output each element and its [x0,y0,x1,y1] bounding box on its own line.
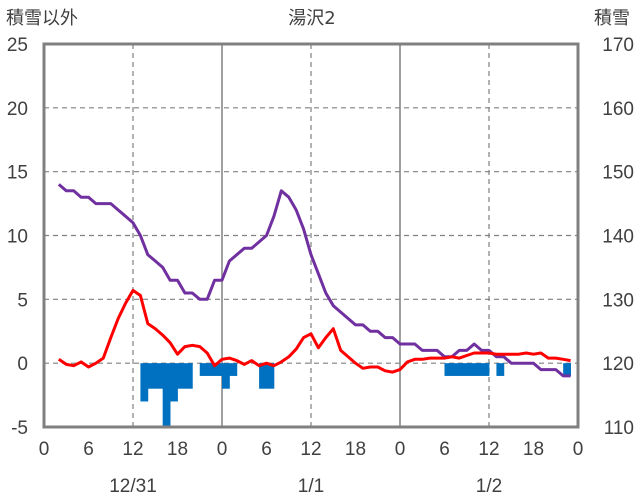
plot-frame [42,42,580,429]
right-axis-title: 積雪 [594,8,630,29]
date-labels: 12/31 1/1 1/2 [109,476,502,497]
x-tick-label: 6 [261,439,272,460]
precipitation-bar [481,363,490,376]
left-y-tick-label: 10 [7,227,28,248]
precipitation-bar [466,363,475,376]
x-tick-labels: 0 6 12 18 0 6 12 18 0 6 12 18 0 [39,439,584,460]
right-y-ticks: 170 160 150 140 130 120 110 [602,35,634,439]
right-y-tick-label: 170 [602,35,634,56]
precipitation-bar [451,363,460,376]
x-tick-label: 18 [167,439,188,460]
date-label: 1/2 [476,476,502,497]
precipitation-bar [199,363,208,376]
x-tick-label: 0 [573,439,584,460]
precipitation-bar [563,363,571,376]
left-y-tick-label: 0 [17,354,28,375]
precipitation-bars [140,363,571,427]
precipitation-bar [207,363,215,376]
right-y-tick-label: 120 [602,354,634,375]
left-y-tick-label: 20 [7,99,28,120]
temperature-line [57,288,571,374]
left-y-ticks: 25 20 15 10 5 0 -5 [7,35,28,439]
right-y-tick-label: 160 [602,99,634,120]
snow_depth-line [57,183,571,378]
left-y-tick-label: -5 [11,418,28,439]
date-label: 12/31 [109,476,157,497]
precipitation-bar [229,363,238,376]
left-y-tick-label: 25 [7,35,28,56]
series-lines [57,183,571,378]
x-tick-label: 6 [439,439,450,460]
precipitation-bar [184,363,193,389]
x-tick-label: 6 [83,439,94,460]
precipitation-bar [147,363,156,389]
right-y-tick-label: 140 [602,227,634,248]
left-axis-title: 積雪以外 [6,8,78,29]
x-tick-label: 12 [478,439,499,460]
right-y-tick-label: 150 [602,163,634,184]
x-tick-label: 12 [300,439,321,460]
date-label: 1/1 [298,476,324,497]
x-tick-label: 0 [217,439,228,460]
precipitation-bar [259,363,267,389]
x-tick-label: 0 [39,439,50,460]
x-tick-label: 12 [122,439,143,460]
precipitation-bar [474,363,482,376]
precipitation-bar [459,363,468,376]
x-tick-label: 0 [395,439,406,460]
chart-title: 湯沢2 [288,8,335,29]
precipitation-bar [170,363,178,402]
x-tick-label: 18 [345,439,366,460]
left-y-tick-label: 5 [17,290,28,311]
precipitation-bar [266,363,275,389]
precipitation-bar [496,363,505,376]
x-tick-label: 18 [523,439,544,460]
precipitation-bar [222,363,230,389]
right-y-tick-label: 110 [604,418,634,439]
left-y-tick-label: 15 [7,163,28,184]
precipitation-bar [177,363,186,389]
precipitation-bar [444,363,453,376]
precipitation-bar [155,363,164,389]
precipitation-bar [140,363,149,402]
right-y-tick-label: 130 [602,290,634,311]
precipitation-bar [214,363,223,376]
precipitation-bar [162,363,171,427]
